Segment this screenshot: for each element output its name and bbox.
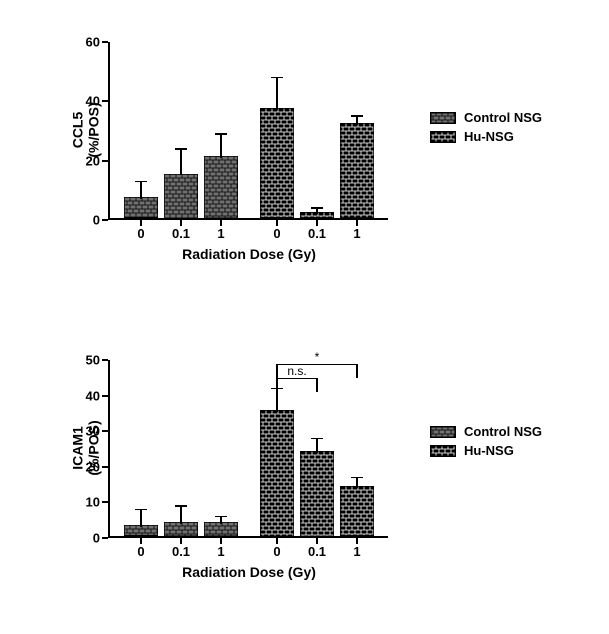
error-cap — [135, 509, 147, 511]
sig-bracket-v — [356, 364, 358, 378]
error-cap — [215, 133, 227, 135]
y-tick-label: 0 — [93, 531, 110, 546]
y-tick-label: 50 — [86, 353, 110, 368]
error-cap — [175, 505, 187, 507]
y-axis-title-line2: (%/POS) — [86, 420, 102, 475]
error-bar — [356, 116, 358, 125]
y-tick-label: 10 — [86, 495, 110, 510]
legend: Control NSG Hu-NSG — [430, 110, 542, 148]
error-cap — [351, 477, 363, 479]
error-bar — [180, 506, 182, 524]
error-bar — [276, 78, 278, 111]
error-bar — [356, 477, 358, 488]
sig-bracket-v — [316, 378, 318, 392]
legend-item: Control NSG — [430, 110, 542, 125]
sig-label: * — [315, 350, 320, 364]
sig-bracket-h — [277, 378, 317, 380]
bar — [124, 197, 158, 218]
bar — [340, 486, 374, 536]
bar — [260, 108, 294, 218]
sig-label: n.s. — [287, 364, 306, 378]
legend-label: Hu-NSG — [464, 129, 514, 144]
error-bar — [316, 438, 318, 452]
legend-swatch-icon — [430, 112, 456, 124]
legend-label: Control NSG — [464, 424, 542, 439]
bar — [260, 410, 294, 536]
legend: Control NSG Hu-NSG — [430, 424, 542, 462]
bar — [204, 156, 238, 218]
legend-label: Control NSG — [464, 110, 542, 125]
error-cap — [215, 516, 227, 518]
x-tick-label: 0 — [137, 536, 144, 559]
y-axis-title-line1: ICAM1 — [70, 426, 86, 470]
sig-bracket-h — [277, 364, 357, 366]
x-tick-label: 1 — [353, 536, 360, 559]
bar — [300, 451, 334, 536]
sig-bracket-v — [276, 364, 278, 378]
y-axis-title-line2: (%/POS) — [86, 102, 102, 157]
sig-bracket-v — [276, 378, 278, 392]
bar — [164, 522, 198, 536]
error-cap — [135, 181, 147, 183]
legend-label: Hu-NSG — [464, 443, 514, 458]
error-cap — [311, 438, 323, 440]
error-bar — [140, 510, 142, 528]
legend-item: Hu-NSG — [430, 129, 542, 144]
error-cap — [311, 207, 323, 209]
error-bar — [220, 134, 222, 158]
legend-item: Control NSG — [430, 424, 542, 439]
error-cap — [271, 77, 283, 79]
legend-swatch-icon — [430, 426, 456, 438]
x-axis-title: Radiation Dose (Gy) — [182, 536, 316, 580]
x-axis-title: Radiation Dose (Gy) — [182, 218, 316, 262]
error-cap — [351, 115, 363, 117]
bar — [340, 123, 374, 218]
legend-item: Hu-NSG — [430, 443, 542, 458]
ccl5-plot: 0204060CCL5(%/POS)00.1100.11Radiation Do… — [108, 42, 388, 220]
y-tick-label: 0 — [93, 213, 110, 228]
y-tick-label: 40 — [86, 388, 110, 403]
bar — [204, 522, 238, 536]
bar — [164, 174, 198, 219]
error-cap — [175, 148, 187, 150]
icam1-plot: 01020304050ICAM1(%/POS)00.1100.11Radiati… — [108, 360, 388, 538]
error-bar — [180, 149, 182, 176]
figure-root: 0204060CCL5(%/POS)00.1100.11Radiation Do… — [0, 0, 609, 634]
y-axis-title: ICAM1(%/POS) — [70, 420, 102, 475]
legend-swatch-icon — [430, 131, 456, 143]
error-bar — [220, 517, 222, 524]
error-bar — [140, 181, 142, 199]
legend-swatch-icon — [430, 445, 456, 457]
error-bar — [316, 208, 318, 214]
y-axis-title-line1: CCL5 — [70, 112, 86, 149]
y-axis-title: CCL5(%/POS) — [70, 102, 102, 157]
x-tick-label: 0 — [137, 218, 144, 241]
x-tick-label: 1 — [353, 218, 360, 241]
y-tick-label: 60 — [86, 35, 110, 50]
